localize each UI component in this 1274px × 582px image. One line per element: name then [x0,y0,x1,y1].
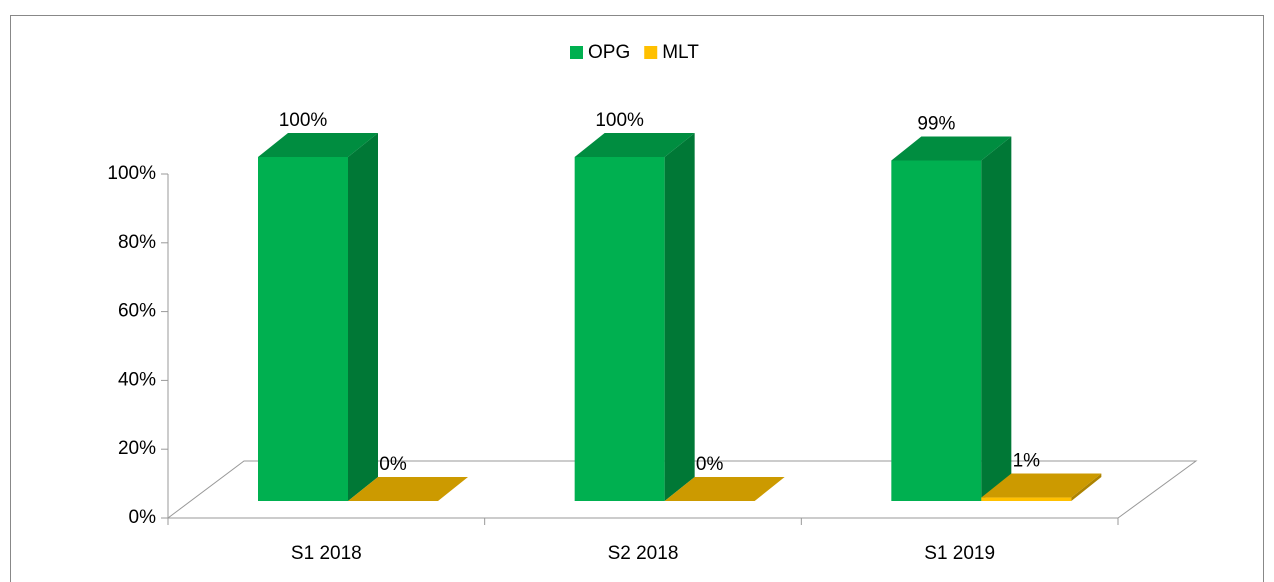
y-tick-label: 20% [118,438,156,459]
bar-front [574,157,665,501]
legend-swatch [644,46,658,59]
y-tick-label: 80% [118,232,156,253]
data-label: 99% [917,113,955,134]
x-tick-label: S1 2018 [291,543,362,564]
bar-top [258,133,378,157]
bar-front [258,157,348,501]
legend-swatch [570,46,583,59]
bar-top [348,477,468,501]
bar-front [981,497,1072,501]
data-label: 0% [379,454,407,475]
bar-top [664,477,785,501]
data-label: 100% [279,110,328,131]
bar-side [348,133,378,501]
bar-side [1071,473,1102,501]
legend-label: OPG [588,42,630,63]
y-tick-label: 0% [129,507,157,528]
legend-label: MLT [662,42,699,63]
data-label: 1% [1013,451,1041,472]
y-tick-label: 40% [118,369,156,390]
bar-top [891,136,1012,161]
y-tick-label: 60% [118,301,156,322]
x-tick-label: S2 2018 [608,543,679,564]
bar-top [574,133,695,157]
y-tick-label: 100% [107,163,156,184]
x-tick-label: S1 2019 [924,543,995,564]
bar-side [664,133,695,501]
bar-front [891,160,982,501]
data-label: 0% [696,454,724,475]
bar-top [981,473,1102,498]
bar-side [981,136,1012,501]
data-label: 100% [595,110,644,131]
